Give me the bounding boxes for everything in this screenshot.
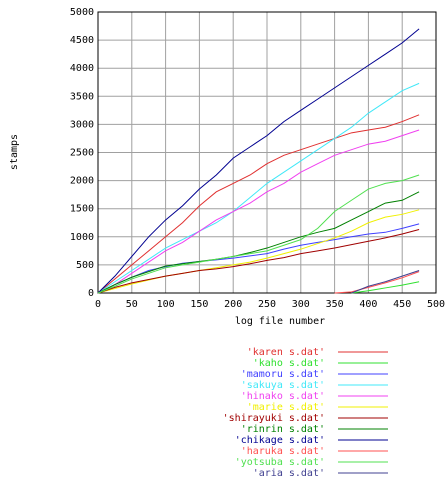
legend-label: 'shirayuki s.dat' — [223, 413, 325, 424]
legend-label: 'chikage s.dat' — [235, 435, 325, 446]
x-axis-label: log file number — [235, 316, 325, 327]
x-tick-label: 350 — [326, 299, 344, 310]
y-tick-label: 3000 — [70, 119, 94, 130]
x-tick-label: 100 — [157, 299, 175, 310]
legend-label: 'hinako s.dat' — [241, 391, 325, 402]
y-tick-label: 0 — [88, 288, 94, 299]
y-tick-label: 500 — [76, 260, 94, 271]
legend-label: 'sakuya s.dat' — [241, 380, 325, 391]
legend-label: 'rinrin s.dat' — [241, 424, 325, 435]
x-tick-label: 450 — [393, 299, 411, 310]
plot-frame — [97, 11, 437, 294]
x-tick-label: 300 — [292, 299, 310, 310]
legend-label: 'haruka s.dat' — [241, 446, 325, 457]
x-tick-label: 400 — [359, 299, 377, 310]
x-tick-label: 150 — [190, 299, 208, 310]
legend-label: 'mamoru s.dat' — [241, 369, 325, 380]
y-tick-label: 4500 — [70, 35, 94, 46]
x-tick-label: 50 — [126, 299, 138, 310]
y-tick-label: 5000 — [70, 7, 94, 18]
series-line — [334, 271, 420, 294]
x-tick-label: 0 — [95, 299, 101, 310]
y-tick-label: 1500 — [70, 204, 94, 215]
y-tick-label: 2000 — [70, 176, 94, 187]
y-tick-label: 2500 — [70, 148, 94, 159]
series-line — [97, 114, 420, 294]
legend-label: 'yotsuba s.dat' — [235, 457, 325, 468]
legend-label: 'aria s.dat' — [253, 468, 325, 479]
series-line — [351, 281, 420, 294]
x-tick-label: 250 — [258, 299, 276, 310]
x-tick-label: 500 — [427, 299, 445, 310]
y-tick-label: 3500 — [70, 91, 94, 102]
y-tick-label: 1000 — [70, 232, 94, 243]
series-line — [97, 174, 420, 294]
legend-label: 'karen s.dat' — [247, 347, 325, 358]
series-line — [97, 191, 420, 294]
series-line — [97, 223, 420, 294]
series-line — [97, 129, 420, 294]
series-line — [351, 270, 420, 294]
series-line — [97, 82, 420, 294]
x-tick-label: 200 — [224, 299, 242, 310]
legend-label: 'marie s.dat' — [247, 402, 325, 413]
y-tick-label: 4000 — [70, 63, 94, 74]
legend-label: 'kaho s.dat' — [253, 358, 325, 369]
series-line — [97, 28, 420, 294]
series-line — [97, 229, 420, 294]
y-axis-label: stamps — [9, 134, 20, 170]
